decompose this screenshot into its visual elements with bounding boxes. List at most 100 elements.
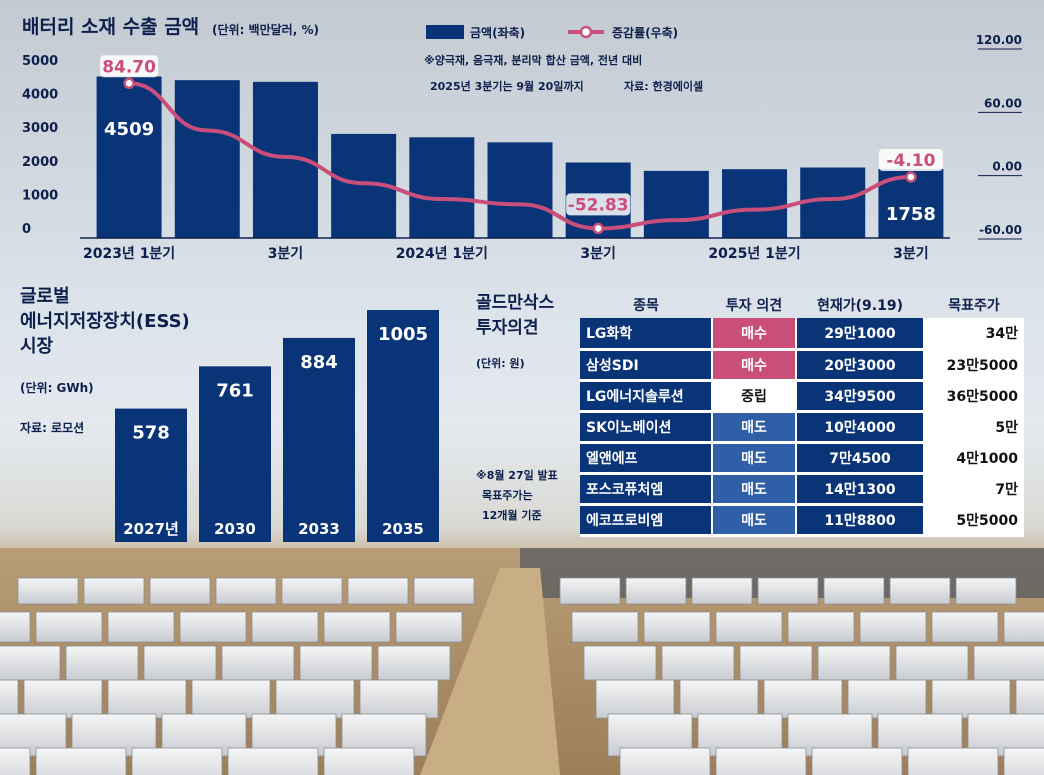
battery-container [83, 577, 145, 605]
goldman-header: 골드만삭스 투자의견 (단위: 원) ※8월 27일 발표 목표주가는 12개월… [476, 293, 558, 522]
battery-container [323, 611, 391, 643]
battery-container [907, 747, 999, 775]
battery-container [1003, 611, 1044, 643]
ess-bar-value: 761 [216, 380, 254, 401]
current-price: 11만8800 [796, 504, 925, 537]
battery-container [787, 611, 855, 643]
ess-bar-category: 2027년 [123, 520, 179, 538]
battery-container [595, 679, 675, 719]
battery-container [299, 645, 373, 681]
current-price: 20만3000 [796, 349, 925, 382]
ess-bar-category: 2033 [298, 520, 340, 538]
growth-rate-point [592, 222, 604, 235]
battery-container [359, 679, 439, 719]
stock-name: 포스코퓨처엠 [580, 473, 713, 506]
export-chart: 배터리 소재 수출 금액 (단위: 백만달러, %) 금액(좌축) 증감률(우축… [22, 16, 1022, 262]
battery-container [413, 577, 475, 605]
x-tick-label: 3분기 [893, 246, 929, 262]
stock-name: LG화학 [580, 318, 713, 351]
left-tick-label: 1000 [22, 188, 58, 203]
opinion-cell: 매수 [712, 349, 797, 382]
export-chart-unit: (단위: 백만달러, %) [212, 22, 319, 37]
growth-rate-label: -4.10 [886, 151, 935, 171]
ess-bar-value: 578 [132, 423, 170, 444]
battery-container [221, 645, 295, 681]
battery-container [0, 611, 31, 643]
battery-container [643, 611, 711, 643]
battery-container [715, 611, 783, 643]
table-header-row: 종목 투자 의견 현재가(9.19) 목표주가 [580, 292, 1024, 318]
right-tick-label: 60.00 [984, 96, 1022, 110]
table-row: 포스코퓨처엠 매도 14만1300 7만 [580, 473, 1024, 506]
col-header-stock: 종목 [633, 298, 659, 314]
battery-container [895, 645, 969, 681]
table-row: SK이노베이션 매도 10만4000 5만 [580, 411, 1024, 444]
battery-container [559, 577, 621, 605]
export-chart-note-2: 2025년 3분기는 9월 20일까지 [430, 79, 584, 93]
x-tick-label: 2024년 1분기 [396, 246, 488, 262]
battery-container [347, 577, 409, 605]
ess-title-line-1: 글로벌 [20, 286, 70, 307]
battery-container [739, 645, 813, 681]
export-bar [409, 137, 475, 238]
battery-container [847, 679, 927, 719]
opinion-cell: 매도 [712, 442, 797, 475]
goldman-unit: (단위: 원) [476, 356, 525, 370]
ess-bar-category: 2035 [382, 520, 424, 538]
legend-line-marker [579, 25, 593, 39]
legend-line-label: 증감률(우축) [612, 25, 678, 40]
right-tick-label: 0.00 [992, 160, 1022, 174]
battery-container [191, 679, 271, 719]
goldman-note-line-2: 목표주가는 [482, 488, 533, 502]
current-price: 29만1000 [796, 318, 925, 351]
goldman-note-line-3: 12개월 기준 [482, 508, 542, 522]
battery-container [215, 577, 277, 605]
ess-bar-value: 1005 [378, 324, 428, 345]
battery-container [955, 577, 1017, 605]
battery-container [763, 679, 843, 719]
battery-container [715, 747, 807, 775]
battery-container [679, 679, 759, 719]
battery-container [823, 577, 885, 605]
battery-container [691, 577, 753, 605]
target-price: 34만 [924, 318, 1024, 351]
goldman-title-line-2: 투자의견 [476, 318, 539, 338]
opinion-cell: 매도 [712, 411, 797, 444]
export-bar [643, 170, 709, 238]
current-price: 7만4500 [796, 442, 925, 475]
battery-container [65, 645, 139, 681]
battery-container [583, 645, 657, 681]
battery-container [251, 611, 319, 643]
table-row: 삼성SDI 매수 20만3000 23만5000 [580, 349, 1024, 382]
battery-container [973, 645, 1044, 681]
battery-container [107, 679, 187, 719]
ess-title-line-3: 시장 [20, 336, 54, 357]
battery-container [811, 747, 903, 775]
growth-rate-label: 84.70 [102, 57, 156, 77]
ess-bar [199, 366, 271, 542]
export-bar [96, 76, 162, 239]
export-chart-source: 자료: 한경에이셀 [624, 79, 703, 93]
battery-container [377, 645, 451, 681]
legend-bar-swatch [426, 25, 464, 39]
ess-bar [283, 337, 355, 542]
ess-bar [115, 408, 187, 542]
battery-container [17, 577, 79, 605]
x-tick-label: 2023년 1분기 [83, 246, 175, 262]
x-tick-label: 3분기 [580, 246, 616, 262]
x-tick-label: 2025년 1분기 [708, 246, 800, 262]
ess-bar-value: 884 [300, 352, 338, 373]
battery-container [35, 747, 127, 775]
left-tick-label: 4000 [22, 88, 58, 103]
battery-container [23, 679, 103, 719]
goldman-table: 종목 투자 의견 현재가(9.19) 목표주가 LG화학 매수 29만1000 34만… [580, 292, 1024, 537]
battery-container [107, 611, 175, 643]
battery-container [275, 679, 355, 719]
ess-bar [367, 310, 439, 542]
battery-container [619, 747, 711, 775]
stock-name: 삼성SDI [580, 349, 713, 382]
ess-unit: (단위: GWh) [20, 380, 94, 395]
ess-source: 자료: 로모션 [20, 420, 84, 435]
growth-rate-label: -52.83 [568, 195, 629, 215]
battery-container [131, 747, 223, 775]
